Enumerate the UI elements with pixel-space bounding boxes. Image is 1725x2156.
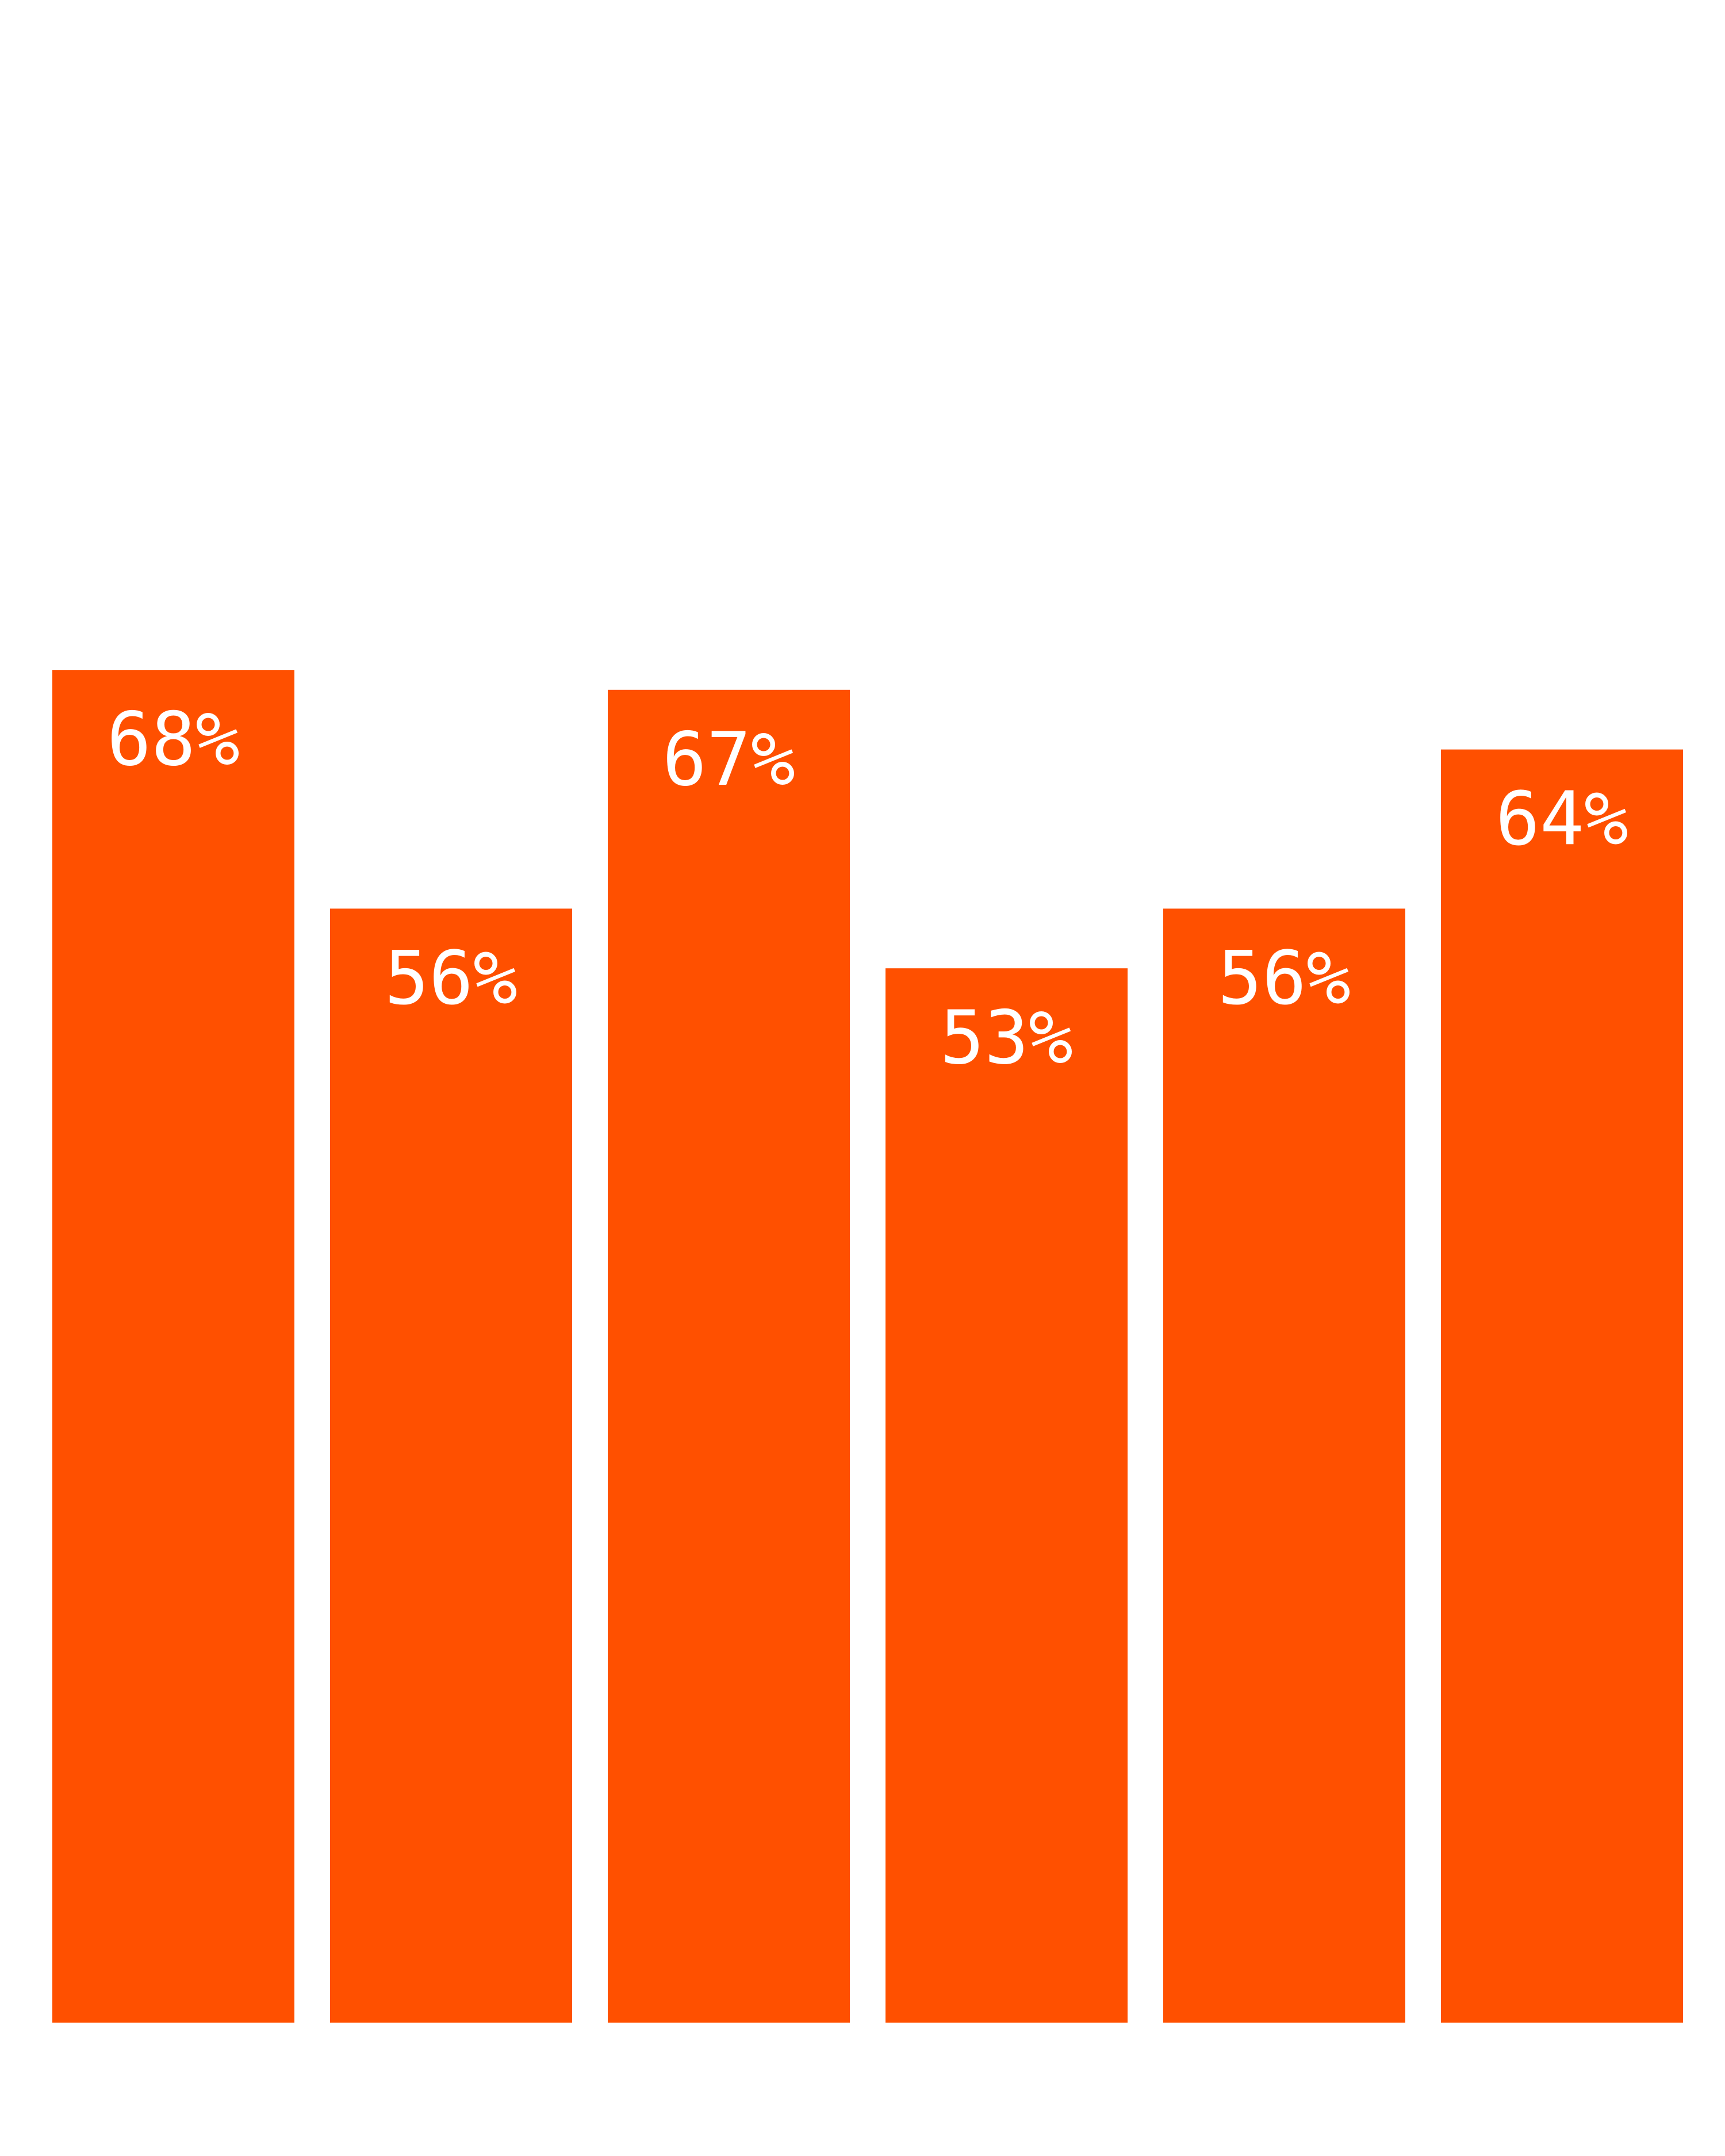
bar-5 [1163, 908, 1405, 2023]
bar-6 [1441, 749, 1683, 2023]
bar-label-5: 56% [1218, 935, 1351, 1021]
bar-label-4: 53% [940, 995, 1073, 1081]
bar-1 [52, 670, 294, 2023]
bar-2 [330, 908, 572, 2023]
data-labels-group: 68% 56% 67% 53% 56% 64% [107, 697, 1628, 1081]
bar-label-3: 67% [662, 717, 795, 803]
bar-label-6: 64% [1496, 777, 1628, 862]
bar-4 [885, 968, 1128, 2023]
bar-label-1: 68% [107, 697, 240, 782]
bar-label-2: 56% [385, 935, 518, 1021]
bar-3 [608, 689, 850, 2023]
bars-group [52, 670, 1683, 2023]
